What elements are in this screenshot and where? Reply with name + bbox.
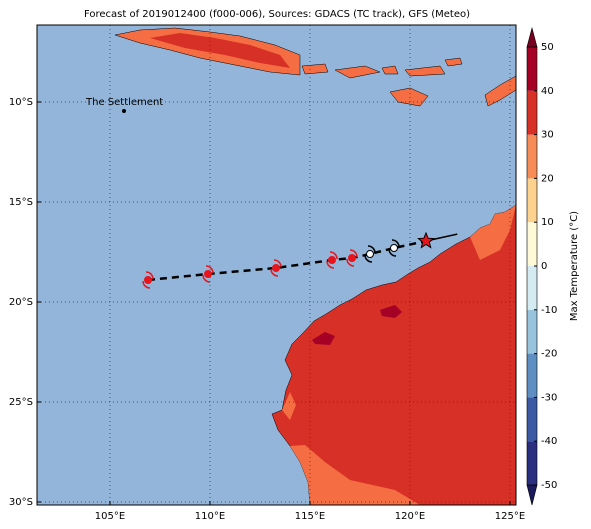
place-label: The Settlement	[85, 97, 163, 108]
track-star	[417, 231, 435, 249]
track-point	[328, 256, 336, 264]
colorbar-tick-label: -20	[541, 349, 557, 360]
colorbar-tick-label: -10	[541, 305, 557, 316]
colorbar-bin	[527, 178, 537, 223]
lon-tick-label: 110°E	[195, 511, 225, 522]
colorbar-tick-label: 40	[541, 86, 554, 97]
track-point	[272, 264, 280, 272]
track-point	[144, 276, 152, 284]
lon-tick-label: 125°E	[495, 511, 525, 522]
track-line	[147, 239, 427, 282]
storm-swirl	[202, 265, 214, 283]
colorbar-extend	[526, 484, 538, 506]
colorbar-tick-label: 30	[541, 130, 554, 141]
coastal-band	[282, 205, 516, 505]
lat-tick-label: 30°S	[9, 497, 33, 508]
track-point	[390, 244, 398, 252]
colorbar-bin	[527, 441, 537, 485]
lat-tick-label: 20°S	[9, 297, 33, 308]
map-area	[37, 25, 516, 505]
colorbar-bin	[527, 222, 537, 266]
storm-swirl	[364, 245, 376, 263]
colorbar-label: Max Temperature (°C)	[569, 211, 580, 321]
storm-swirl	[326, 251, 338, 269]
lat-tick-label: 15°S	[9, 197, 33, 208]
colorbar-bin	[527, 397, 537, 442]
colorbar-bin	[527, 309, 537, 354]
hot-patch	[312, 305, 402, 345]
map-frame	[36, 24, 517, 506]
map-title: Forecast of 2019012400 (f000-006), Sourc…	[84, 9, 470, 20]
grid	[37, 25, 516, 505]
storm-swirl	[270, 259, 282, 277]
lon-tick-label: 105°E	[95, 511, 125, 522]
colorbar-tick-label: -50	[541, 480, 557, 491]
colorbar-bin	[527, 353, 537, 398]
lat-tick-label: 25°S	[9, 397, 33, 408]
colorbar-tick-label: -40	[541, 436, 557, 447]
colorbar-tick-label: 0	[541, 261, 547, 272]
islands	[301, 57, 516, 107]
colorbar-extend	[526, 26, 538, 48]
track-point	[366, 250, 374, 258]
colorbar-bin	[527, 266, 537, 310]
storm-swirl	[346, 249, 358, 267]
lon-tick-label: 120°E	[395, 511, 425, 522]
storm-swirl	[388, 239, 400, 257]
storm-swirl	[142, 271, 154, 289]
colorbar-tick-label: 50	[541, 42, 554, 53]
colorbar-tick-label: 10	[541, 217, 554, 228]
colorbar-bin	[527, 90, 537, 135]
java-hot	[150, 33, 290, 68]
track-point	[348, 254, 356, 262]
lat-tick-label: 10°S	[9, 97, 33, 108]
colorbar-bin	[527, 134, 537, 179]
australia	[271, 204, 516, 505]
lon-tick-label: 115°E	[295, 511, 325, 522]
colorbar-tick-label: 20	[541, 173, 554, 184]
place-dot	[122, 109, 126, 113]
colorbar-tick-label: -30	[541, 392, 557, 403]
overlay: 105°E 110°E 115°E 120°E 125°E 10°S 15°S 20°S 25°…	[9, 26, 580, 522]
track-point	[204, 270, 212, 278]
colorbar-bin	[527, 47, 537, 91]
